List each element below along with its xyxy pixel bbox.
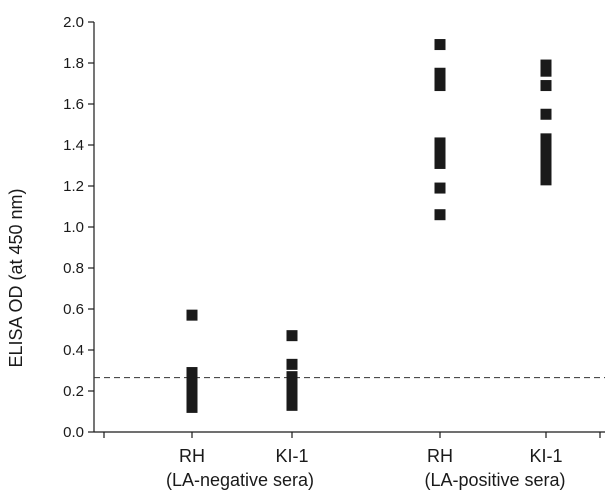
data-point	[434, 157, 446, 169]
y-tick-label: 0.8	[63, 260, 84, 277]
data-point	[286, 399, 298, 411]
y-tick-label: 1.0	[63, 219, 84, 236]
data-point	[434, 137, 446, 149]
y-tick-label: 0.4	[63, 342, 84, 359]
y-tick-label: 1.6	[63, 96, 84, 113]
data-point	[540, 65, 552, 77]
data-point	[540, 80, 552, 92]
data-point	[434, 209, 446, 221]
data-point	[186, 401, 198, 413]
data-point	[540, 174, 552, 186]
data-point	[286, 377, 298, 389]
category-label-ki1-positive: KI-1	[529, 446, 562, 466]
data-point	[434, 151, 446, 163]
group-label-negative: (LA-negative sera)	[166, 470, 314, 490]
group-label-positive: (LA-positive sera)	[424, 470, 565, 490]
data-point	[186, 389, 198, 401]
data-point	[286, 358, 298, 370]
y-tick-label: 0.0	[63, 424, 84, 441]
data-point	[540, 59, 552, 71]
data-point	[186, 383, 198, 395]
data-point	[186, 375, 198, 387]
y-tick-label: 2.0	[63, 14, 84, 31]
data-point	[540, 133, 552, 145]
data-point	[286, 371, 298, 383]
data-point	[286, 330, 298, 342]
category-label-rh-negative: RH	[179, 446, 205, 466]
data-point	[286, 389, 298, 401]
data-point	[434, 182, 446, 194]
category-label-rh-positive: RH	[427, 446, 453, 466]
y-tick-label: 0.6	[63, 301, 84, 318]
y-tick-label: 1.8	[63, 55, 84, 72]
y-axis-title: ELISA OD (at 450 nm)	[6, 188, 26, 367]
data-point	[434, 39, 446, 51]
data-point	[434, 80, 446, 92]
data-point	[540, 153, 552, 165]
data-point	[434, 145, 446, 157]
category-label-ki1-negative: KI-1	[275, 446, 308, 466]
y-tick-label: 1.4	[63, 137, 84, 154]
data-point	[286, 383, 298, 395]
data-point	[186, 395, 198, 407]
data-point	[186, 367, 198, 379]
y-tick-label: 0.2	[63, 383, 84, 400]
data-point	[540, 139, 552, 151]
data-point	[434, 67, 446, 79]
data-point	[540, 145, 552, 157]
data-point	[540, 108, 552, 120]
data-point	[540, 160, 552, 171]
y-tick-label: 1.2	[63, 178, 84, 195]
data-point	[186, 309, 198, 321]
